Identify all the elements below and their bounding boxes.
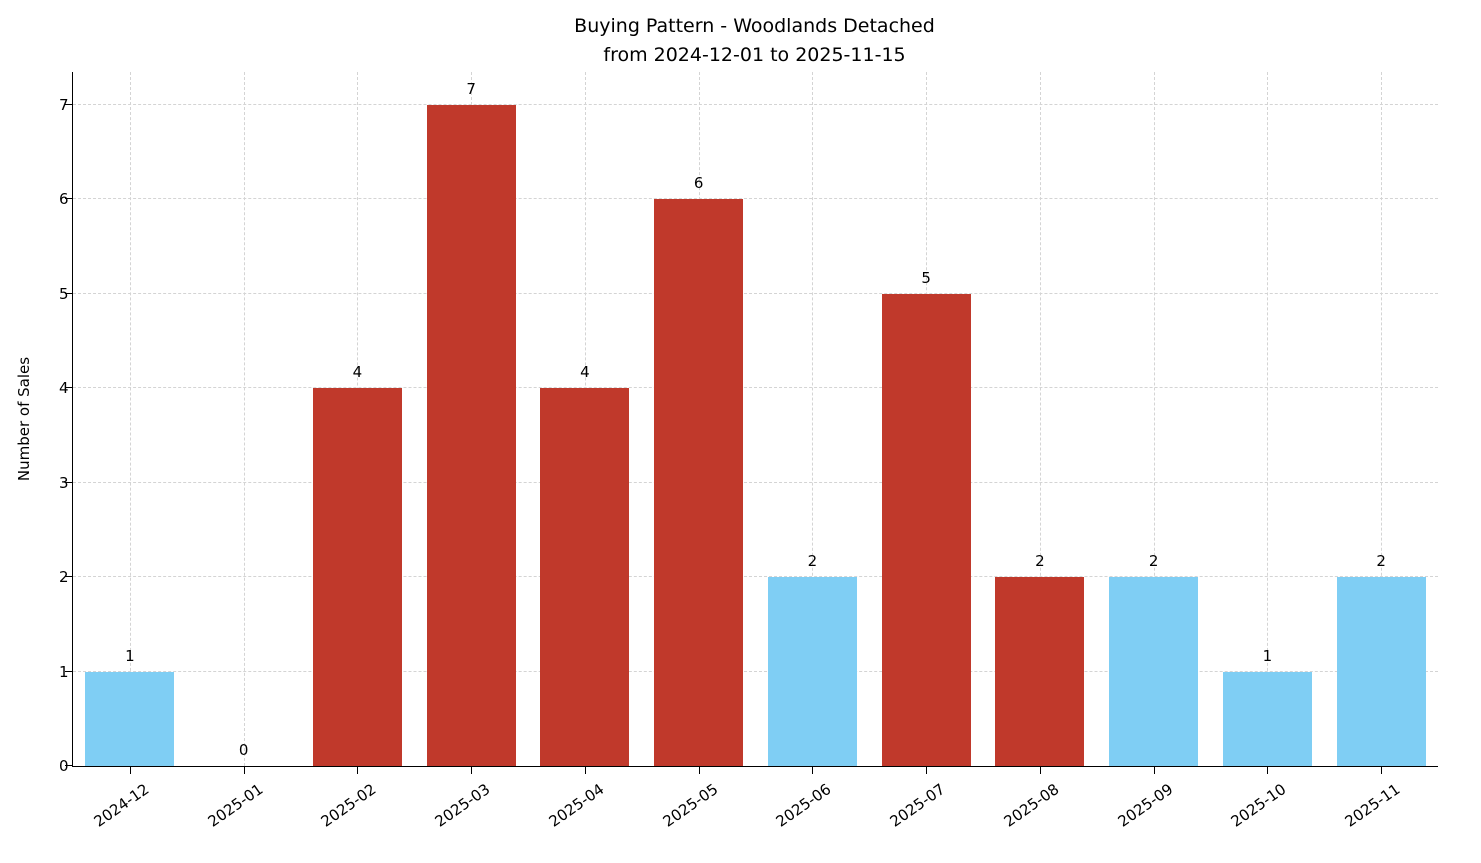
bar [654, 199, 744, 766]
bar-value-label: 2 [1148, 552, 1159, 571]
vertical-gridline [1039, 72, 1041, 766]
horizontal-gridline [73, 104, 1438, 106]
x-axis-tick [584, 766, 586, 774]
y-axis-tick [65, 387, 73, 389]
horizontal-gridline [73, 670, 1438, 672]
bar-value-label: 5 [921, 268, 931, 287]
bar [85, 671, 175, 766]
y-axis-tick [65, 104, 73, 106]
horizontal-gridline [73, 481, 1438, 483]
x-tick-label: 2025-02 [318, 780, 380, 831]
x-tick-label: 2025-06 [773, 780, 835, 831]
x-axis-tick [1039, 766, 1041, 774]
bar-value-label: 4 [352, 363, 363, 382]
x-axis-tick [698, 766, 700, 774]
x-axis-tick [1267, 766, 1269, 774]
x-axis-tick [926, 766, 928, 774]
horizontal-gridline [73, 292, 1438, 294]
bar [312, 388, 402, 766]
y-tick-label: 5 [59, 284, 69, 303]
bar [881, 293, 971, 766]
horizontal-gridline [73, 576, 1438, 578]
y-tick-label: 0 [59, 757, 69, 775]
y-tick-label: 7 [59, 96, 69, 115]
y-tick-label: 2 [59, 568, 69, 587]
x-axis-tick [471, 766, 473, 774]
bar [540, 388, 630, 766]
x-tick-label: 2025-08 [1000, 780, 1063, 831]
x-tick-label: 2025-10 [1228, 780, 1290, 831]
bar [1336, 577, 1426, 766]
y-axis-tick [65, 765, 73, 766]
vertical-gridline [1267, 72, 1269, 766]
bar [1109, 577, 1199, 766]
x-axis-tick [243, 766, 245, 774]
chart-title-line2: from 2024-12-01 to 2025-11-15 [603, 44, 906, 66]
bar-value-label: 2 [807, 552, 818, 571]
y-tick-label: 4 [59, 379, 69, 398]
bar [426, 105, 516, 766]
vertical-gridline [1153, 72, 1155, 766]
bar-value-label: 2 [1035, 552, 1045, 571]
x-tick-label: 2025-01 [204, 780, 266, 831]
bar-value-label: 7 [466, 80, 476, 99]
x-tick-label: 2025-09 [1114, 780, 1176, 831]
bar [767, 577, 857, 766]
x-tick-label: 2025-07 [886, 780, 949, 831]
y-tick-label: 3 [59, 473, 69, 492]
x-tick-label: 2025-05 [659, 780, 721, 831]
chart-title: Buying Pattern - Woodlands Detached from… [72, 12, 1437, 70]
y-tick-label: 6 [59, 190, 69, 209]
y-axis-tick [65, 481, 73, 483]
horizontal-gridline [73, 198, 1438, 200]
x-tick-label: 2025-04 [545, 780, 608, 831]
chart-title-line1: Buying Pattern - Woodlands Detached [574, 15, 935, 37]
x-axis-tick [1381, 766, 1383, 774]
y-axis-tick [65, 670, 73, 672]
x-axis-tick [812, 766, 814, 774]
bar [1222, 671, 1312, 766]
vertical-gridline [129, 72, 131, 766]
vertical-gridline [812, 72, 814, 766]
bar-value-label: 2 [1376, 552, 1386, 571]
y-axis-tick [65, 198, 73, 200]
bar-value-label: 4 [580, 363, 590, 382]
x-tick-label: 2025-11 [1341, 780, 1404, 831]
bar-value-label: 1 [1262, 646, 1273, 665]
vertical-gridline [243, 72, 245, 766]
bar-value-label: 1 [125, 646, 135, 665]
x-axis-tick [1153, 766, 1155, 774]
plot-area: 0 1 2 3 4 5 6 7 1 2024-12 0 2025-01 4 2025-02 7 2025-03… [59, 72, 1438, 831]
bar [995, 577, 1085, 766]
x-axis-tick [129, 766, 131, 774]
x-tick-label: 2025-03 [431, 780, 494, 831]
y-axis-tick [65, 292, 73, 294]
y-tick-label: 1 [59, 662, 69, 681]
y-axis-label: Number of Sales [15, 356, 33, 482]
x-tick-label: 2024-12 [90, 780, 153, 831]
bar-value-label: 0 [238, 741, 249, 759]
x-axis-tick [357, 766, 359, 774]
horizontal-gridline [73, 387, 1438, 389]
vertical-gridline [1381, 72, 1383, 766]
y-axis-tick [65, 576, 73, 578]
bar-value-label: 6 [693, 174, 704, 193]
